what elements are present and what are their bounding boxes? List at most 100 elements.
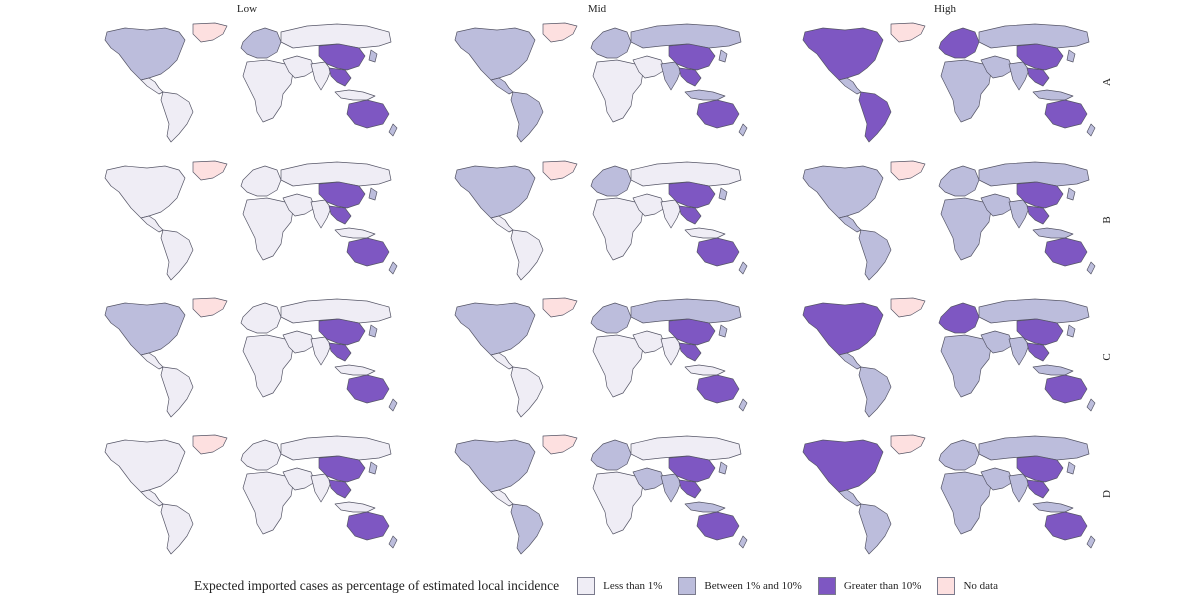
region-central-america (838, 215, 862, 233)
region-japan (718, 187, 728, 201)
region-europe (938, 27, 980, 59)
region-europe (590, 165, 632, 197)
region-russia (280, 23, 392, 49)
region-india (1008, 336, 1030, 366)
region-south-america (858, 229, 892, 281)
region-middle-east (980, 467, 1014, 491)
region-southeast-asia (678, 67, 702, 87)
region-new-zealand (1086, 261, 1096, 275)
region-africa (592, 471, 644, 535)
region-greenland (192, 297, 228, 318)
region-southeast-asia (1026, 342, 1050, 362)
region-europe (938, 165, 980, 197)
region-japan (718, 461, 728, 475)
region-greenland (192, 22, 228, 43)
region-russia (280, 435, 392, 461)
region-china (1016, 43, 1064, 71)
legend: Expected imported cases as percentage of… (0, 574, 1200, 598)
map-panel-a-mid (454, 22, 748, 143)
region-russia (978, 435, 1090, 461)
region-russia (630, 23, 742, 49)
region-australia (346, 511, 390, 541)
region-indonesia (334, 364, 376, 376)
region-central-america (140, 489, 164, 507)
region-middle-east (282, 193, 316, 217)
region-india (1008, 61, 1030, 91)
region-new-zealand (1086, 535, 1096, 549)
region-japan (1066, 49, 1076, 63)
region-middle-east (632, 467, 666, 491)
region-australia (696, 237, 740, 267)
region-indonesia (334, 501, 376, 513)
legend-item-greater-than-10: Greater than 10% (817, 577, 921, 595)
region-south-america (510, 229, 544, 281)
legend-swatch-greater-than-10 (817, 577, 836, 595)
region-middle-east (632, 330, 666, 354)
map-panel-d-high (802, 434, 1096, 555)
region-south-america (160, 366, 194, 418)
region-southeast-asia (328, 479, 352, 499)
region-australia (346, 99, 390, 129)
region-north-america (104, 165, 186, 219)
region-new-zealand (1086, 123, 1096, 137)
region-australia (346, 237, 390, 267)
map-panel-d-low (104, 434, 398, 555)
region-japan (1066, 324, 1076, 338)
region-india (660, 336, 682, 366)
region-africa (940, 334, 992, 398)
region-north-america (802, 165, 884, 219)
region-southeast-asia (1026, 479, 1050, 499)
region-greenland (542, 22, 578, 43)
region-indonesia (1032, 501, 1074, 513)
region-africa (242, 59, 294, 123)
region-greenland (192, 434, 228, 455)
region-china (318, 43, 366, 71)
region-new-zealand (1086, 398, 1096, 412)
region-japan (368, 324, 378, 338)
legend-swatch-no-data (937, 577, 956, 595)
region-china (668, 455, 716, 483)
region-australia (696, 374, 740, 404)
region-southeast-asia (678, 342, 702, 362)
region-indonesia (684, 89, 726, 101)
region-new-zealand (738, 535, 748, 549)
region-india (310, 199, 332, 229)
legend-item-no-data: No data (937, 577, 998, 595)
region-south-america (858, 366, 892, 418)
region-southeast-asia (1026, 67, 1050, 87)
region-south-america (510, 366, 544, 418)
region-north-america (104, 302, 186, 356)
region-china (318, 181, 366, 209)
region-southeast-asia (328, 67, 352, 87)
region-north-america (454, 27, 536, 81)
region-north-america (454, 302, 536, 356)
region-middle-east (282, 330, 316, 354)
legend-swatch-between-1-10 (678, 577, 697, 595)
map-panel-a-high (802, 22, 1096, 143)
region-india (660, 61, 682, 91)
region-central-america (140, 352, 164, 370)
region-india (310, 336, 332, 366)
legend-label-less-than-1: Less than 1% (603, 580, 663, 592)
region-middle-east (980, 330, 1014, 354)
region-central-america (140, 77, 164, 95)
region-north-america (104, 27, 186, 81)
region-north-america (802, 27, 884, 81)
row-label-c: C (1101, 353, 1113, 360)
region-europe (590, 302, 632, 334)
region-africa (592, 334, 644, 398)
column-titles: Low Mid High (237, 3, 957, 15)
row-label-d: D (1101, 490, 1113, 498)
region-japan (718, 324, 728, 338)
region-middle-east (632, 193, 666, 217)
map-panel-a-low (104, 22, 398, 143)
column-title-mid: Mid (588, 3, 607, 15)
region-central-america (140, 215, 164, 233)
region-europe (240, 165, 282, 197)
region-southeast-asia (1026, 205, 1050, 225)
region-north-america (104, 439, 186, 493)
region-north-america (802, 302, 884, 356)
region-australia (1044, 511, 1088, 541)
region-middle-east (282, 55, 316, 79)
region-indonesia (684, 364, 726, 376)
